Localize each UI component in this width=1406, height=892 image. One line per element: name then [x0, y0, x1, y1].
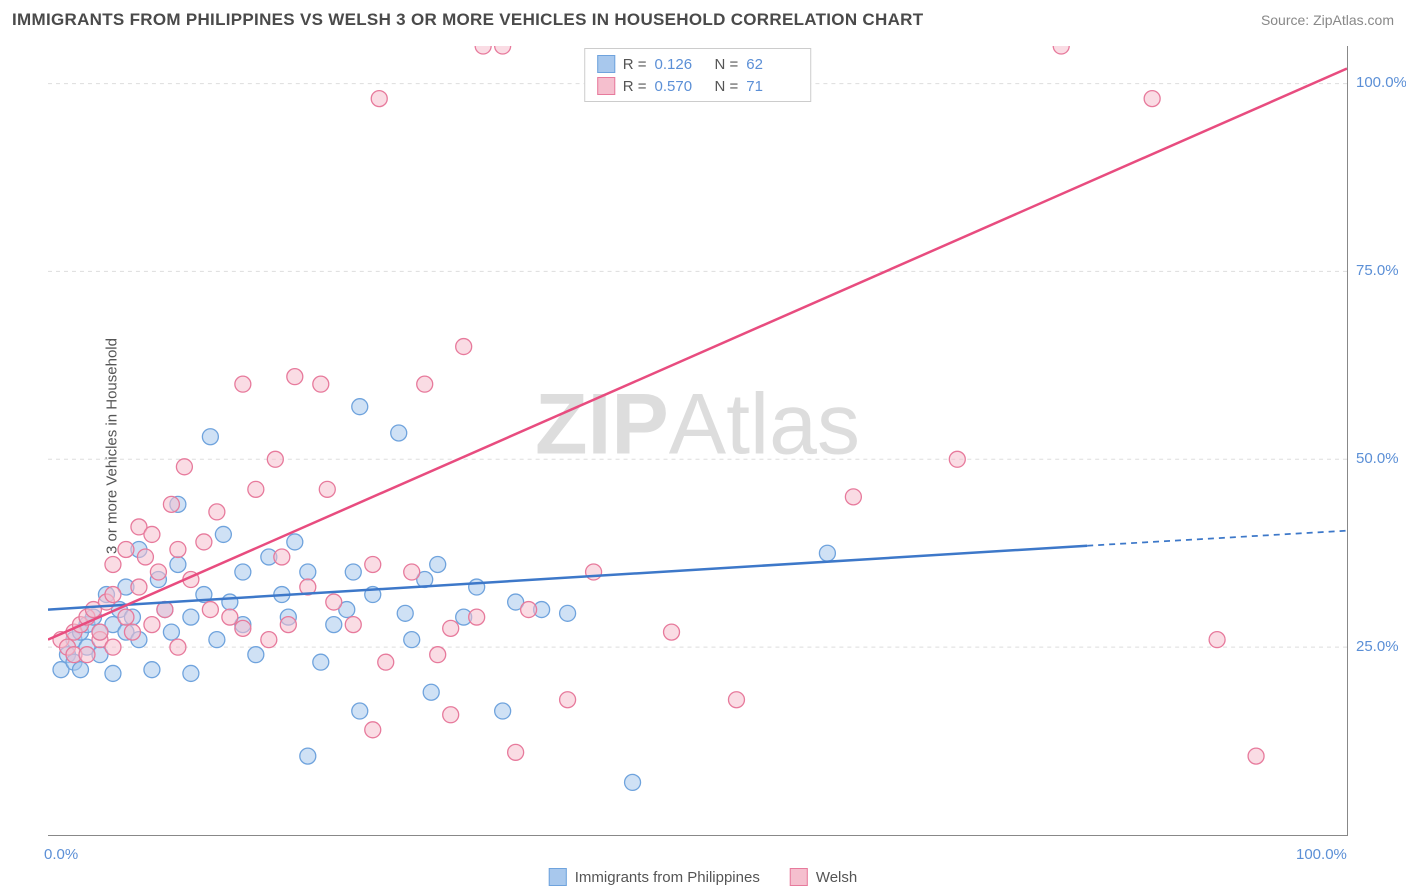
legend-label: Welsh — [816, 869, 857, 886]
legend-swatch-icon — [790, 868, 808, 886]
chart-svg — [48, 46, 1347, 835]
swatch-pink-icon — [597, 77, 615, 95]
y-tick-label: 50.0% — [1356, 450, 1399, 467]
x-tick-label: 100.0% — [1296, 846, 1347, 863]
legend-swatch-icon — [549, 868, 567, 886]
stats-row-series1: R = 0.126 N = 62 — [597, 53, 799, 75]
plot-area: ZIPAtlas R = 0.126 N = 62 R = 0.570 N = … — [48, 46, 1348, 836]
bottom-legend: Immigrants from Philippines Welsh — [549, 868, 857, 886]
chart-title: IMMIGRANTS FROM PHILIPPINES VS WELSH 3 O… — [12, 10, 923, 30]
stats-row-series2: R = 0.570 N = 71 — [597, 75, 799, 97]
stats-legend-box: R = 0.126 N = 62 R = 0.570 N = 71 — [584, 48, 812, 102]
swatch-blue-icon — [597, 55, 615, 73]
legend-item: Immigrants from Philippines — [549, 868, 760, 886]
x-tick-label: 0.0% — [44, 846, 78, 863]
source-label: Source: ZipAtlas.com — [1261, 12, 1394, 28]
legend-item: Welsh — [790, 868, 857, 886]
legend-label: Immigrants from Philippines — [575, 869, 760, 886]
y-tick-label: 25.0% — [1356, 638, 1399, 655]
y-tick-label: 100.0% — [1356, 74, 1406, 91]
y-tick-label: 75.0% — [1356, 262, 1399, 279]
